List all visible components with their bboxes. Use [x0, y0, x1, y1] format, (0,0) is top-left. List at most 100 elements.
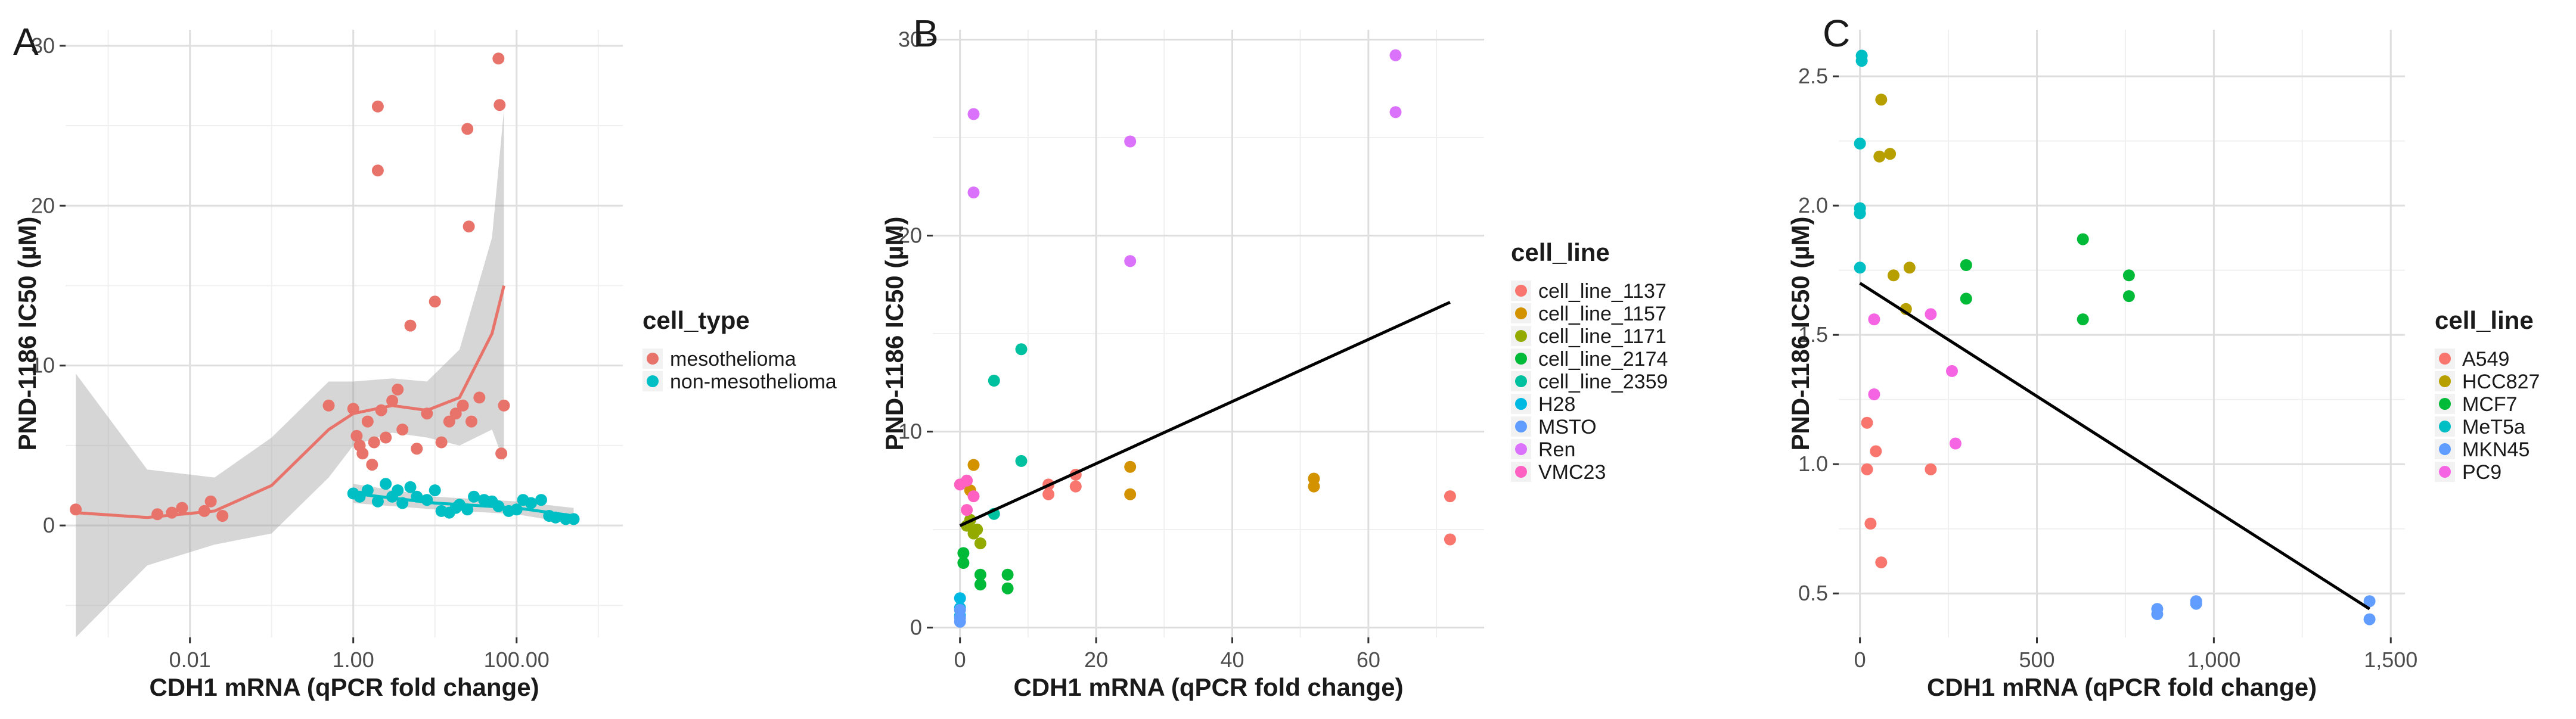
- data-point: [1124, 135, 1137, 148]
- legend-key-cell_line_2359: [1515, 375, 1527, 387]
- data-point: [1875, 94, 1888, 106]
- series-mesothelioma: [70, 52, 510, 522]
- data-point: [1925, 308, 1937, 320]
- series-Ren: [967, 49, 1402, 267]
- data-point: [1903, 262, 1916, 274]
- data-point: [457, 399, 469, 412]
- data-point: [392, 484, 404, 497]
- legend-key-HCC827: [2439, 375, 2451, 387]
- legend-key-MKN45: [2439, 443, 2451, 455]
- data-point: [988, 375, 1000, 387]
- y-tick-label: 0.5: [1798, 581, 1828, 605]
- data-point: [954, 592, 966, 605]
- y-axis-title: PND-1186 IC50 (µM): [13, 217, 41, 451]
- y-tick-label: 1.5: [1798, 322, 1828, 347]
- data-point: [151, 508, 164, 521]
- data-point: [1854, 262, 1866, 274]
- data-point: [449, 407, 462, 420]
- legend-label: cell_line_2359: [1538, 371, 1668, 393]
- data-point: [1389, 106, 1402, 119]
- series-MSTO: [954, 603, 966, 628]
- data-point: [957, 547, 970, 559]
- series-cell_line_1157: [964, 459, 1320, 500]
- data-point: [322, 399, 335, 412]
- y-tick-label: 0: [910, 615, 922, 640]
- x-axis-title: CDH1 mRNA (qPCR fold change): [1013, 673, 1403, 701]
- data-point: [961, 504, 973, 516]
- series-cell_line_2174: [957, 547, 1014, 595]
- data-point: [1870, 445, 1882, 457]
- data-point: [1946, 365, 1958, 377]
- legend-label: VMC23: [1538, 461, 1606, 484]
- panel-letter: C: [1823, 12, 1850, 55]
- legend-key-VMC23: [1515, 466, 1527, 478]
- data-point: [1015, 343, 1028, 356]
- legend-title: cell_line: [1511, 238, 1610, 266]
- data-point: [961, 474, 973, 487]
- data-point: [2122, 290, 2135, 303]
- plot-layer: [954, 49, 1456, 628]
- y-tick-label: 30: [31, 33, 55, 58]
- trend-line-non-mesothelioma: [353, 491, 574, 518]
- legend-label: A549: [2462, 348, 2509, 371]
- legend-key-mesothelioma: [647, 353, 659, 365]
- data-point: [461, 123, 474, 135]
- data-point: [443, 415, 455, 428]
- legend-key-cell_line_1171: [1515, 330, 1527, 342]
- data-point: [524, 497, 537, 509]
- x-axis-title: CDH1 mRNA (qPCR fold change): [149, 673, 539, 701]
- legend-label: MCF7: [2462, 393, 2518, 416]
- plot-layer: [1854, 49, 2376, 625]
- data-point: [1444, 490, 1456, 503]
- data-point: [2363, 613, 2376, 625]
- x-tick-label: 1,500: [2364, 648, 2417, 672]
- legend-title: cell_line: [2435, 306, 2534, 334]
- x-tick-label: 100.00: [484, 648, 550, 672]
- data-point: [380, 478, 392, 490]
- data-point: [350, 429, 363, 442]
- data-point: [1124, 488, 1137, 500]
- x-tick-label: 1.00: [333, 648, 374, 672]
- x-axis-title: CDH1 mRNA (qPCR fold change): [1927, 673, 2317, 701]
- y-axis-title: PND-1186 IC50 (µM): [1786, 217, 1814, 451]
- data-point: [1444, 533, 1456, 546]
- legend-key-non-mesothelioma: [647, 375, 659, 387]
- data-point: [380, 431, 392, 444]
- y-tick-label: 1.0: [1798, 452, 1828, 476]
- legend-label: MeT5a: [2462, 416, 2525, 438]
- data-point: [361, 415, 374, 428]
- data-point: [1861, 416, 1873, 429]
- plot-layer: [70, 52, 580, 637]
- legend-key-MCF7: [2439, 398, 2451, 410]
- data-point: [404, 319, 417, 332]
- data-point: [396, 424, 409, 436]
- series-PC9: [1868, 308, 1962, 450]
- data-point: [1042, 488, 1055, 500]
- x-tick-label: 1,000: [2187, 648, 2240, 672]
- data-point: [974, 537, 986, 550]
- data-point: [1925, 463, 1937, 475]
- y-tick-label: 0: [43, 513, 55, 537]
- data-point: [1069, 480, 1082, 493]
- data-point: [967, 108, 980, 120]
- legend-label: non-mesothelioma: [670, 371, 837, 393]
- x-tick-label: 20: [1084, 648, 1108, 672]
- data-point: [1854, 138, 1866, 150]
- data-point: [1308, 472, 1320, 485]
- plot-area: [66, 30, 623, 637]
- panel-letter: A: [13, 20, 39, 63]
- data-point: [1960, 259, 1972, 271]
- legend-title: cell_type: [643, 306, 750, 334]
- legend-key-H28: [1515, 398, 1527, 410]
- data-point: [1868, 313, 1880, 326]
- data-point: [1015, 455, 1028, 467]
- data-point: [404, 481, 417, 493]
- data-point: [371, 100, 384, 113]
- data-point: [2190, 597, 2202, 610]
- legend-label: cell_line_1171: [1538, 325, 1666, 348]
- data-point: [974, 578, 986, 591]
- y-tick-label: 10: [898, 419, 922, 444]
- y-tick-label: 2.0: [1798, 193, 1828, 217]
- data-point: [974, 568, 986, 581]
- series-MKN45: [2151, 595, 2376, 625]
